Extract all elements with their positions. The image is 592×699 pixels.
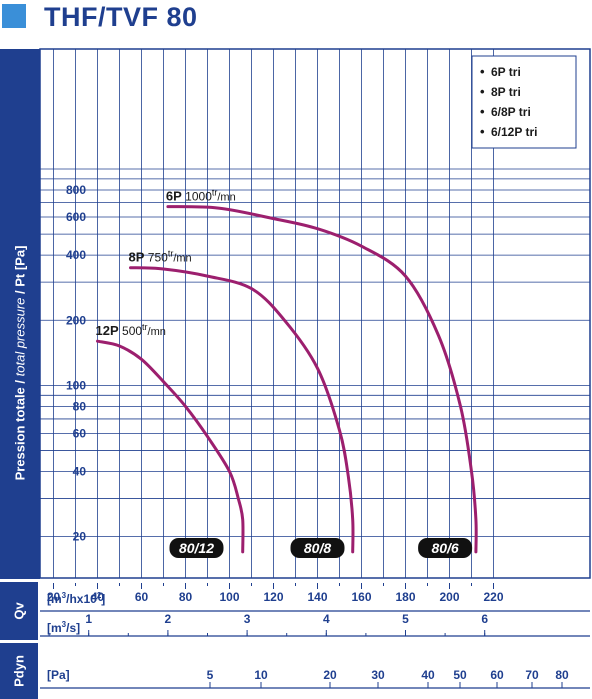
curve-label-6p: 6P 1000tr/mn — [166, 188, 236, 204]
m3s-tick-label: 1 — [85, 612, 92, 626]
y-tick-label: 600 — [66, 210, 86, 224]
y-tick-label: 200 — [66, 313, 86, 327]
y-tick-label: 400 — [66, 248, 86, 262]
x-tick-label: 60 — [135, 590, 149, 604]
m3s-tick-label: 4 — [323, 612, 330, 626]
pdyn-tick-label: 10 — [254, 668, 268, 682]
legend-item: 8P tri — [491, 85, 521, 99]
plot-frame — [39, 48, 591, 579]
m3s-tick-label: 2 — [165, 612, 172, 626]
m3s-unit-label: [m3/s] — [47, 620, 80, 635]
badge-label: 80/8 — [304, 540, 331, 556]
badge-bg — [418, 538, 473, 558]
badge-bg — [169, 538, 224, 558]
x-tick-label: 120 — [263, 590, 283, 604]
page-title: THF/TVF 80 — [44, 2, 198, 32]
qv-unit-label: [m3/hx102] — [47, 591, 105, 606]
m3s-tick-label: 6 — [481, 612, 488, 626]
legend-item: 6P tri — [491, 65, 521, 79]
pdyn-tick-label: 50 — [453, 668, 467, 682]
x-tick-label: 80 — [179, 590, 193, 604]
pdyn-tick-label: 5 — [207, 668, 214, 682]
curve-12p — [96, 339, 245, 554]
legend-bullet: • — [480, 104, 485, 119]
x-tick-label: 20 — [47, 590, 61, 604]
y-axis-label-panel: Pression totale / total pressure / Pt [P… — [0, 49, 40, 579]
badge-bg — [290, 538, 345, 558]
x-tick-label: 220 — [483, 590, 503, 604]
y-tick-label: 40 — [73, 465, 87, 479]
legend-bullet: • — [480, 64, 485, 79]
qv-label-panel: Qv — [0, 582, 38, 640]
x-tick-label: 160 — [351, 590, 371, 604]
y-tick-label: 20 — [73, 530, 87, 544]
m3s-tick-label: 3 — [244, 612, 251, 626]
pdyn-unit-label: [Pa] — [47, 668, 70, 682]
pdyn-tick-label: 40 — [421, 668, 435, 682]
legend-bullet: • — [480, 124, 485, 139]
legend-item: 6/12P tri — [491, 125, 537, 139]
pdyn-tick-label: 70 — [525, 668, 539, 682]
pdyn-label-panel: Pdyn — [0, 643, 38, 699]
curve-6p — [166, 205, 478, 554]
x-tick-label: 40 — [91, 590, 105, 604]
pdyn-tick-label: 20 — [323, 668, 337, 682]
y-tick-label: 800 — [66, 183, 86, 197]
curve-8p — [129, 266, 355, 554]
x-tick-label: 200 — [439, 590, 459, 604]
x-tick-label: 180 — [395, 590, 415, 604]
legend-item: 6/8P tri — [491, 105, 531, 119]
x-tick-label: 140 — [307, 590, 327, 604]
y-tick-label: 100 — [66, 378, 86, 392]
pdyn-tick-label: 60 — [490, 668, 504, 682]
badge-label: 80/6 — [431, 540, 458, 556]
title-marker — [2, 4, 26, 28]
m3s-tick-label: 5 — [402, 612, 409, 626]
curve-label-8p: 8P 750tr/mn — [129, 249, 192, 265]
badge-label: 80/12 — [179, 540, 214, 556]
pdyn-tick-label: 80 — [555, 668, 569, 682]
curve-label-12p: 12P 500tr/mn — [96, 322, 166, 338]
y-tick-label: 80 — [73, 399, 87, 413]
pdyn-tick-label: 30 — [371, 668, 385, 682]
legend-box — [471, 55, 577, 149]
x-tick-label: 100 — [219, 590, 239, 604]
legend-bullet: • — [480, 84, 485, 99]
y-tick-label: 60 — [73, 426, 87, 440]
